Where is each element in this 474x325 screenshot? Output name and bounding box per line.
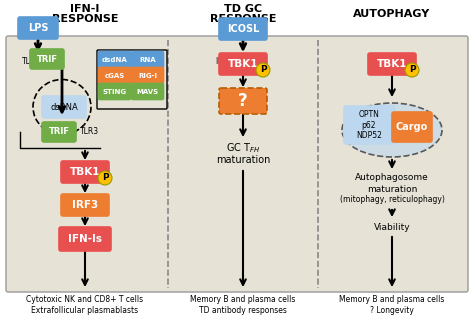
Text: dsdNA: dsdNA	[101, 57, 128, 62]
Text: TD GC
RESPONSE: TD GC RESPONSE	[210, 4, 276, 24]
Text: Viability: Viability	[374, 223, 410, 231]
FancyBboxPatch shape	[61, 161, 109, 183]
FancyBboxPatch shape	[42, 122, 76, 142]
Circle shape	[256, 63, 270, 77]
Text: P: P	[102, 174, 109, 183]
FancyBboxPatch shape	[219, 53, 267, 75]
Text: LPS: LPS	[28, 23, 48, 33]
Text: Memory B and plasma cells
TD antibody responses: Memory B and plasma cells TD antibody re…	[191, 295, 296, 315]
FancyBboxPatch shape	[131, 84, 164, 99]
FancyBboxPatch shape	[61, 194, 109, 216]
Text: AUTOPHAGY: AUTOPHAGY	[354, 9, 430, 19]
Text: cGAS: cGAS	[104, 72, 125, 79]
Text: OPTN
p62
NDP52: OPTN p62 NDP52	[356, 110, 382, 140]
FancyBboxPatch shape	[99, 84, 130, 99]
Text: ICOS: ICOS	[215, 58, 233, 67]
FancyBboxPatch shape	[6, 36, 468, 292]
Text: TRIF: TRIF	[48, 127, 70, 136]
Text: dsRNA: dsRNA	[50, 102, 78, 111]
Text: maturation: maturation	[216, 155, 270, 165]
FancyBboxPatch shape	[392, 112, 432, 142]
FancyBboxPatch shape	[219, 18, 267, 40]
FancyBboxPatch shape	[344, 106, 394, 144]
FancyBboxPatch shape	[368, 53, 416, 75]
FancyBboxPatch shape	[99, 68, 130, 84]
Text: IRF3: IRF3	[72, 200, 98, 210]
Text: TLR3: TLR3	[80, 127, 99, 136]
Text: TRIF: TRIF	[36, 55, 57, 63]
Text: (mitophagy, reticulophagy): (mitophagy, reticulophagy)	[339, 196, 445, 204]
Text: Cargo: Cargo	[396, 122, 428, 132]
Circle shape	[405, 63, 419, 77]
Text: P: P	[260, 66, 266, 74]
Text: MAVS: MAVS	[137, 88, 159, 95]
Text: TBK1: TBK1	[228, 59, 258, 69]
Circle shape	[98, 171, 112, 185]
Text: GC T$_{FH}$: GC T$_{FH}$	[226, 141, 260, 155]
Text: IFN-I
RESPONSE: IFN-I RESPONSE	[52, 4, 118, 24]
FancyBboxPatch shape	[30, 49, 64, 69]
Text: maturation: maturation	[367, 185, 417, 193]
Text: RIG-I: RIG-I	[138, 72, 157, 79]
Text: IFN-Is: IFN-Is	[68, 234, 102, 244]
Text: ICOSL: ICOSL	[227, 24, 259, 34]
Text: ?: ?	[238, 92, 248, 110]
Text: TBK1: TBK1	[377, 59, 407, 69]
Text: Memory B and plasma cells
? Longevity: Memory B and plasma cells ? Longevity	[339, 295, 445, 315]
Text: RNA: RNA	[139, 57, 156, 62]
FancyBboxPatch shape	[18, 17, 58, 39]
Text: TLR4: TLR4	[22, 57, 41, 66]
FancyBboxPatch shape	[131, 51, 164, 68]
FancyBboxPatch shape	[59, 227, 111, 251]
FancyBboxPatch shape	[131, 68, 164, 84]
FancyBboxPatch shape	[219, 88, 267, 114]
Text: Autophagosome: Autophagosome	[355, 174, 429, 183]
Text: STING: STING	[102, 88, 127, 95]
Text: Cytotoxic NK and CD8+ T cells
Extrafollicular plasmablasts: Cytotoxic NK and CD8+ T cells Extrafolli…	[27, 295, 144, 315]
FancyBboxPatch shape	[99, 51, 130, 68]
Text: P: P	[409, 66, 415, 74]
Ellipse shape	[342, 103, 442, 157]
Text: TBK1: TBK1	[70, 167, 100, 177]
FancyBboxPatch shape	[42, 96, 86, 118]
